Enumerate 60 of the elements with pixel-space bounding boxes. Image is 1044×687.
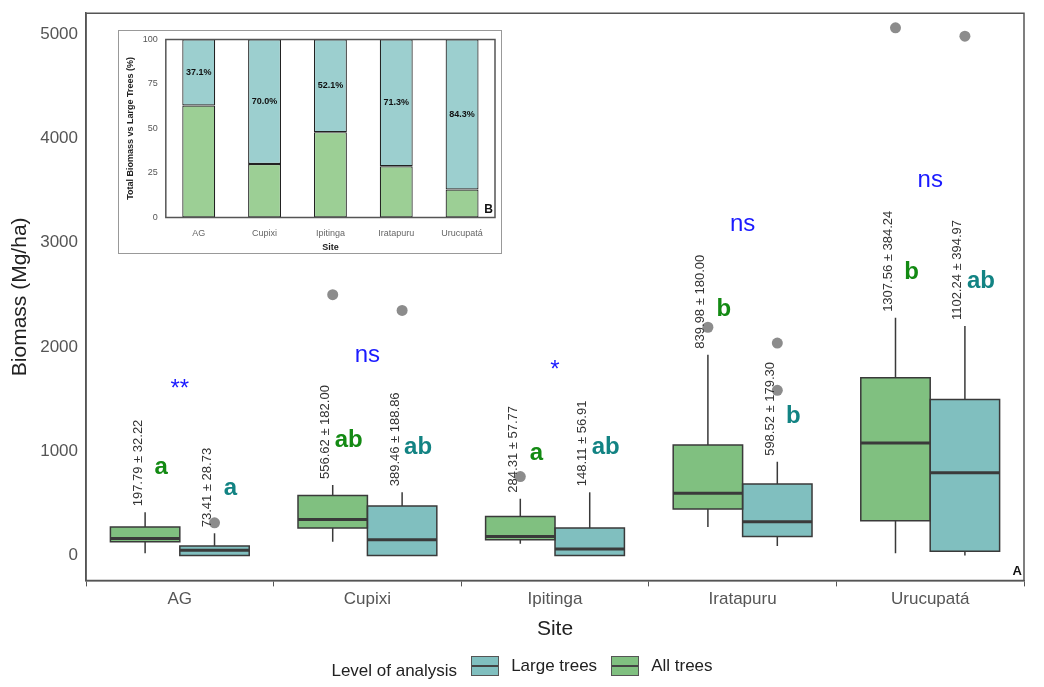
x-tick-label: AG: [192, 228, 206, 239]
text: 839.98 ± 180.00: [692, 254, 708, 349]
data-label: 70.0%: [251, 96, 278, 107]
text: 1307.56 ± 384.24: [880, 210, 896, 312]
x-tick-label: Ipitinga: [527, 589, 583, 609]
text: 1102.24 ± 394.97: [949, 219, 965, 321]
x-tick-label: Cupixi: [252, 228, 278, 239]
y-tick-label: 50: [147, 122, 158, 133]
annotation: A: [1012, 563, 1023, 579]
annotation: ab: [591, 431, 620, 459]
annotation: b: [785, 401, 801, 429]
y-tick-label: 2000: [40, 336, 79, 356]
annotation: b: [716, 294, 732, 322]
x-tick-label: AG: [167, 589, 193, 609]
annotation: a: [223, 472, 238, 500]
y-tick-label: 0: [152, 211, 158, 222]
text: 556.62 ± 182.00: [317, 385, 333, 479]
legend-label: Large trees: [511, 656, 598, 676]
data-label: 71.3%: [383, 97, 410, 108]
y-tick-label: 3000: [40, 232, 79, 252]
annotation: a: [154, 451, 169, 479]
y-tick-label: 25: [147, 167, 158, 178]
legend-label: All trees: [651, 656, 713, 676]
y-tick-label: 100: [142, 33, 158, 44]
annotation: *: [550, 355, 560, 383]
y-tick-label: 5000: [40, 23, 79, 43]
data-label: 84.3%: [449, 108, 475, 119]
annotation: b: [904, 257, 919, 285]
y-tick-label: 75: [147, 78, 158, 89]
x-axis-title: Site: [536, 616, 574, 640]
annotation: ab: [404, 431, 433, 459]
annotation: ab: [966, 265, 995, 293]
x-axis-title: Site: [322, 242, 339, 253]
annotation: B: [484, 201, 494, 216]
x-tick-label: Iratapuru: [708, 589, 777, 609]
x-tick-label: Ipitinga: [315, 228, 345, 239]
x-tick-label: Iratapuru: [378, 228, 415, 239]
y-tick-label: 1000: [40, 440, 79, 460]
text: 73.41 ± 28.73: [199, 447, 215, 528]
annotation: **: [170, 374, 190, 402]
x-tick-label: Urucupatá: [890, 589, 970, 609]
y-axis-title: Biomass (Mg/ha): [7, 217, 31, 377]
x-tick-label: Cupixi: [343, 589, 392, 609]
legend-title: Level of analysis: [331, 661, 458, 680]
text: 197.79 ± 32.22: [129, 419, 145, 507]
y-axis-title: Total Biomass vs Large Trees (%): [124, 56, 135, 200]
annotation: a: [529, 438, 544, 466]
text: 389.46 ± 188.86: [386, 392, 402, 487]
annotation: ns: [354, 339, 381, 367]
data-label: 37.1%: [185, 66, 212, 77]
annotation: ab: [334, 424, 363, 452]
annotation: ns: [917, 165, 943, 193]
data-label: 52.1%: [317, 80, 344, 91]
text: 598.52 ± 179.30: [761, 361, 777, 456]
y-tick-label: 0: [68, 545, 79, 565]
text: 284.31 ± 57.77: [504, 406, 520, 493]
annotation: ns: [729, 209, 756, 237]
x-tick-label: Urucupatá: [441, 228, 483, 239]
text: 148.11 ± 56.91: [574, 400, 590, 487]
y-tick-label: 4000: [40, 128, 79, 148]
